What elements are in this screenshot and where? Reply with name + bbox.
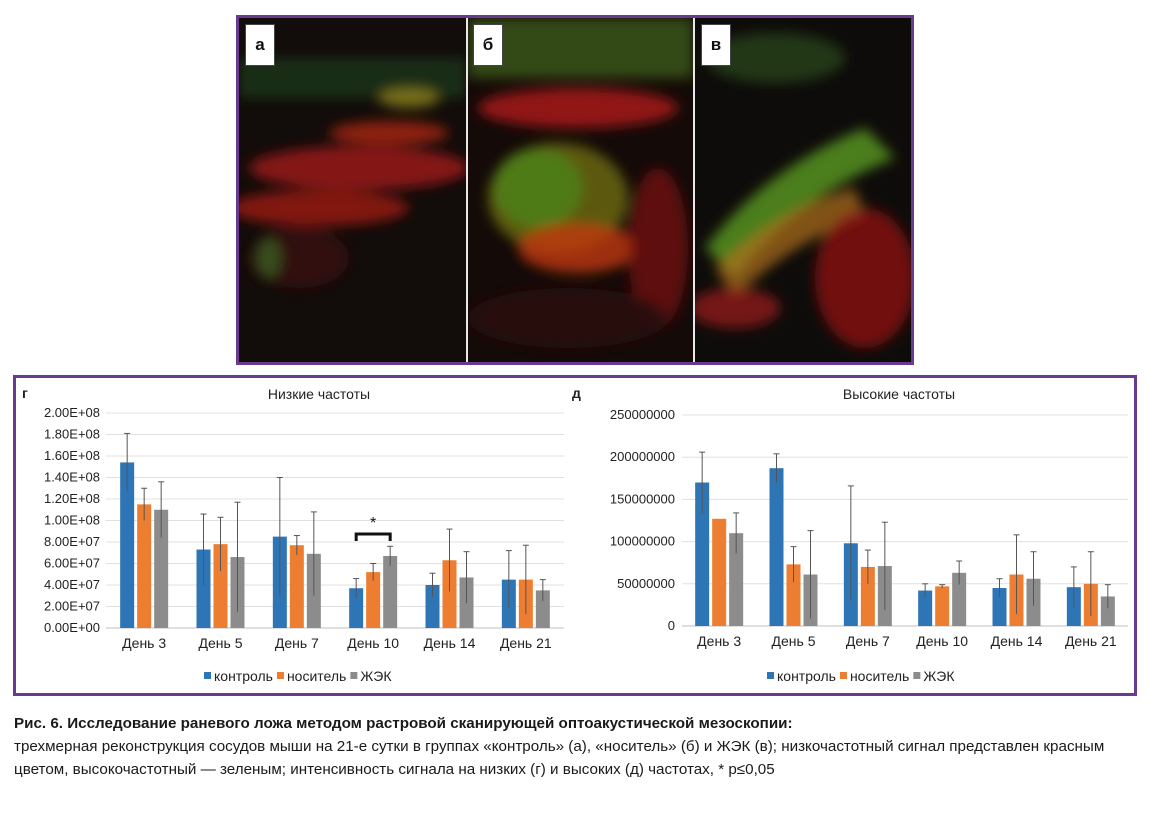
bar	[366, 572, 381, 628]
legend-swatch	[767, 672, 774, 679]
y-tick-label: 1.20E+08	[44, 491, 100, 506]
x-tick-label: День 21	[1065, 633, 1117, 649]
y-tick-label: 250000000	[610, 407, 675, 422]
mesoscopy-image-strip: а б	[236, 15, 914, 365]
x-tick-label: День 7	[846, 633, 890, 649]
x-tick-label: День 10	[347, 635, 399, 651]
charts-frame: г Низкие частоты 0.00E+00 2.00E+07 4.00E+0…	[13, 375, 1137, 696]
y-tick-label: 50000000	[617, 576, 675, 591]
bar	[918, 590, 933, 626]
legend-label: ЖЭК	[360, 668, 392, 684]
bar	[860, 566, 875, 626]
high-frequency-chart: д Высокие частоты 0 50000000 100000000 1500…	[572, 385, 1128, 684]
y-tick-label: 6.00E+07	[44, 556, 100, 571]
x-tick-label: День 5	[772, 633, 816, 649]
bar	[1100, 596, 1115, 626]
mesoscopy-panel-b: б	[468, 18, 693, 362]
y-tick-label: 0	[668, 618, 675, 633]
legend-swatch	[913, 672, 921, 679]
bar	[535, 590, 550, 628]
x-tick-label: День 7	[275, 635, 319, 651]
bar	[349, 588, 364, 628]
chart-title: Высокие частоты	[843, 386, 955, 402]
chart-panel-label: г	[22, 385, 28, 401]
legend-label: носитель	[850, 668, 909, 684]
legend-label: носитель	[287, 668, 346, 684]
x-tick-label: День 14	[991, 633, 1043, 649]
bar	[289, 545, 304, 628]
chart-panel-label: д	[572, 385, 581, 401]
y-tick-label: 150000000	[610, 491, 675, 506]
y-tick-label: 4.00E+07	[44, 577, 100, 592]
x-tick-label: День 3	[697, 633, 741, 649]
legend-label: контроль	[777, 668, 836, 684]
mesoscopy-panel-a: а	[239, 18, 466, 362]
panel-label-c: в	[701, 24, 731, 66]
bar	[729, 533, 744, 626]
bar	[952, 572, 967, 626]
y-tick-label: 1.40E+08	[44, 470, 100, 485]
bar	[935, 586, 950, 626]
figure-caption: Рис. 6. Исследование раневого ложа метод…	[14, 712, 1139, 781]
bar	[992, 588, 1007, 626]
bar	[137, 504, 152, 628]
panel-divider	[693, 18, 695, 362]
caption-body: трехмерная реконструкция сосудов мыши на…	[14, 738, 1105, 778]
bar	[196, 549, 211, 628]
mesoscopy-panel-c: в	[695, 18, 911, 362]
y-tick-label: 1.80E+08	[44, 427, 100, 442]
x-tick-label: День 3	[122, 635, 166, 651]
y-tick-label: 8.00E+07	[44, 534, 100, 549]
y-tick-label: 1.60E+08	[44, 448, 100, 463]
y-tick-label: 1.00E+08	[44, 513, 100, 528]
bar	[154, 509, 169, 628]
y-tick-label: 2.00E+08	[44, 405, 100, 420]
bar	[213, 544, 228, 628]
legend-swatch	[276, 672, 284, 679]
bar	[425, 585, 440, 628]
bar	[695, 482, 710, 626]
significance-bracket	[354, 532, 392, 541]
bar	[786, 564, 801, 626]
y-tick-label: 100000000	[610, 534, 675, 549]
bar	[383, 555, 398, 628]
significance-marker: *	[370, 515, 376, 532]
legend-label: ЖЭК	[923, 668, 955, 684]
bar	[712, 518, 727, 626]
low-frequency-chart: г Низкие частоты 0.00E+00 2.00E+07 4.00E+0…	[22, 385, 564, 684]
x-tick-label: День 21	[500, 635, 552, 651]
bar	[120, 462, 135, 628]
x-tick-label: День 5	[199, 635, 243, 651]
y-tick-label: 2.00E+07	[44, 599, 100, 614]
y-tick-label: 200000000	[610, 449, 675, 464]
chart-title: Низкие частоты	[268, 386, 370, 402]
x-tick-label: День 14	[424, 635, 476, 651]
legend-swatch	[839, 672, 847, 679]
panel-label-a: а	[245, 24, 275, 66]
bar	[769, 468, 784, 626]
panel-divider	[466, 18, 468, 362]
bar	[442, 560, 457, 628]
legend-swatch	[204, 672, 211, 679]
legend-label: контроль	[214, 668, 273, 684]
caption-title: Рис. 6. Исследование раневого ложа метод…	[14, 715, 793, 732]
legend-swatch	[350, 672, 358, 679]
y-tick-label: 0.00E+00	[44, 620, 100, 635]
x-tick-label: День 10	[916, 633, 968, 649]
panel-label-b: б	[473, 24, 503, 66]
